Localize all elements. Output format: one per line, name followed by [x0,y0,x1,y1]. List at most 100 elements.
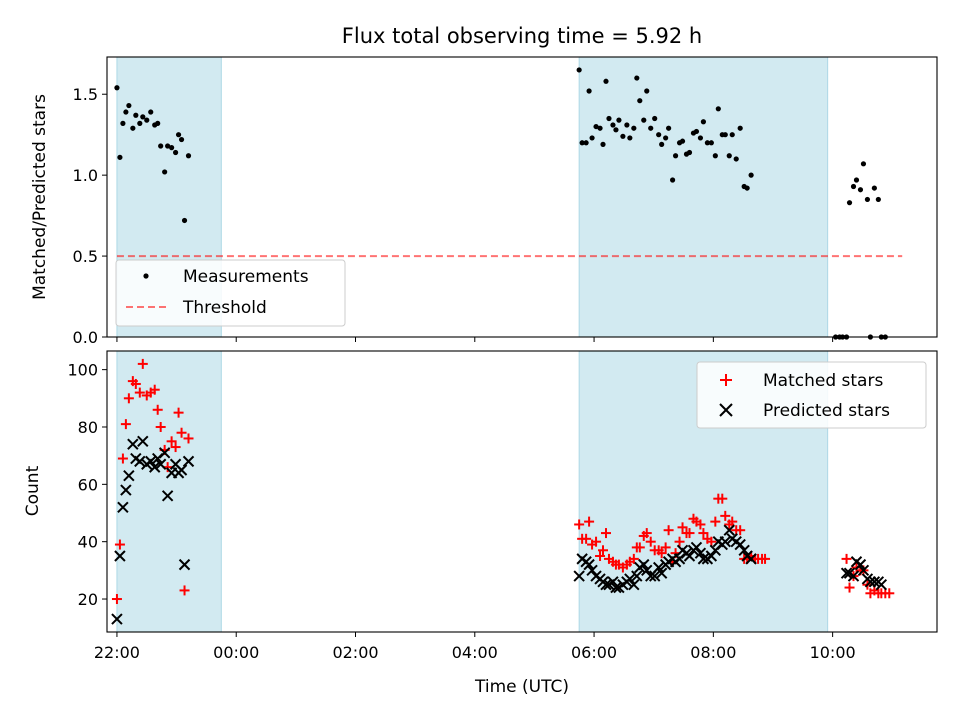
matched-star-marker [598,545,609,556]
matched-star-marker [176,427,187,438]
matched-star-marker [120,419,131,430]
counts-legend: Matched stars Predicted stars [696,361,927,429]
measurement-point [672,153,679,159]
matched-star-marker [884,588,895,599]
ratio-axes: 0.0 0.5 1.0 1.5 Matched/Predicted stars Mea… [30,56,938,347]
counts-axes: 20 40 60 80 100 22:00 00:00 02:00 04:00 06:00 08:0… [23,350,938,697]
legend-measurements-label: Measurements [183,267,309,287]
predicted-star-marker [738,544,750,556]
predicted-star-marker [683,550,696,562]
measurement-point [700,119,707,125]
measurement-point [666,125,672,131]
measurement-point [175,132,182,138]
predicted-star-marker [655,567,668,579]
measurement-point [172,149,179,156]
figure-title: Flux total observing time = 5.92 h [342,24,702,48]
x-tick-label: 10:00 [810,643,856,662]
measurement-point [126,102,132,109]
measurement-point [748,172,754,178]
measurement-point [631,125,637,131]
legend-matched-marker [720,374,732,386]
measurement-point [729,132,735,138]
legend-predicted-label: Predicted stars [763,401,890,421]
predicted-star-marker [149,461,161,473]
measurement-point [648,125,654,131]
matched-star-marker [600,528,611,539]
measurement-point [846,200,853,206]
ratio-y-tick-label: 1.0 [73,166,98,185]
observing-interval-shade [116,350,222,633]
matched-star-marker [155,421,166,432]
measurement-point [158,143,164,149]
count-y-tick-label: 40 [78,533,98,552]
measurement-point [155,120,161,126]
predicted-star-marker [154,458,167,470]
matched-star-marker [114,539,125,550]
matched-star-marker [720,510,731,521]
ratio-axes-frame [106,56,938,338]
matched-star-marker [634,542,645,553]
matched-star-marker [717,493,728,504]
measurement-point [117,154,123,160]
measurement-point [165,143,171,149]
matched-star-marker [841,553,852,564]
predicted-star-marker [134,455,146,468]
counts-axes-frame [106,350,938,633]
matched-star-marker [727,516,738,527]
predicted-star-marker [114,550,126,562]
matched-star-marker [628,553,639,564]
ratio-legend: Measurements Threshold [115,259,346,327]
measurement-point [137,120,143,126]
predicted-star-marker [631,570,643,582]
count-y-tick-label: 60 [78,475,98,494]
matched-star-marker [591,536,602,547]
counts-legend-box [696,361,927,429]
predicted-star-marker [868,576,881,588]
ratio-y-tick-label: 0.5 [73,247,98,266]
measurement-point [726,153,732,159]
matched-star-marker [684,528,695,539]
measurement-point [579,140,585,146]
measurement-point [644,88,650,94]
predicted-star-marker [117,501,129,513]
counts-y-axis-label: Count [23,465,43,516]
measurement-point [586,88,592,94]
matched-star-marker [137,358,148,369]
measurement-point [624,122,630,128]
predicted-star-marker [840,567,853,579]
measurement-point [875,196,881,203]
x-tick-label: 04:00 [452,643,498,662]
measurement-point [708,140,714,146]
legend-predicted-marker [719,403,733,417]
predicted-star-marker [638,558,650,571]
measurement-point [669,177,676,183]
predicted-star-marker [847,570,860,582]
measurement-point [679,138,686,144]
x-tick-label: 00:00 [213,643,259,662]
predicted-star-marker [127,438,139,450]
predicted-star-marker [697,553,710,565]
matched-star-marker [179,585,190,596]
predicted-star-marker [178,558,191,571]
measurement-point [597,125,603,131]
legend-measurement-marker [143,273,149,279]
measurement-point [148,109,154,115]
matched-star-marker [152,404,163,415]
ratio-y-tick-label: 1.5 [73,85,98,104]
measurement-point [600,141,606,147]
measurement-point [144,117,150,123]
predicted-star-marker [182,455,195,468]
matched-star-marker [710,516,721,527]
predicted-star-marker [111,613,123,625]
matched-star-marker [170,442,181,453]
matched-star-marker [595,551,606,562]
measurement-point [169,145,175,151]
matched-star-marker [663,525,674,536]
measurement-point [860,161,867,167]
measurement-point [715,106,721,112]
predicted-star-marker [161,490,174,502]
predicted-star-marker [648,570,661,582]
predicted-star-marker [628,578,640,591]
measurement-point [744,185,750,191]
predicted-star-marker [734,538,746,551]
